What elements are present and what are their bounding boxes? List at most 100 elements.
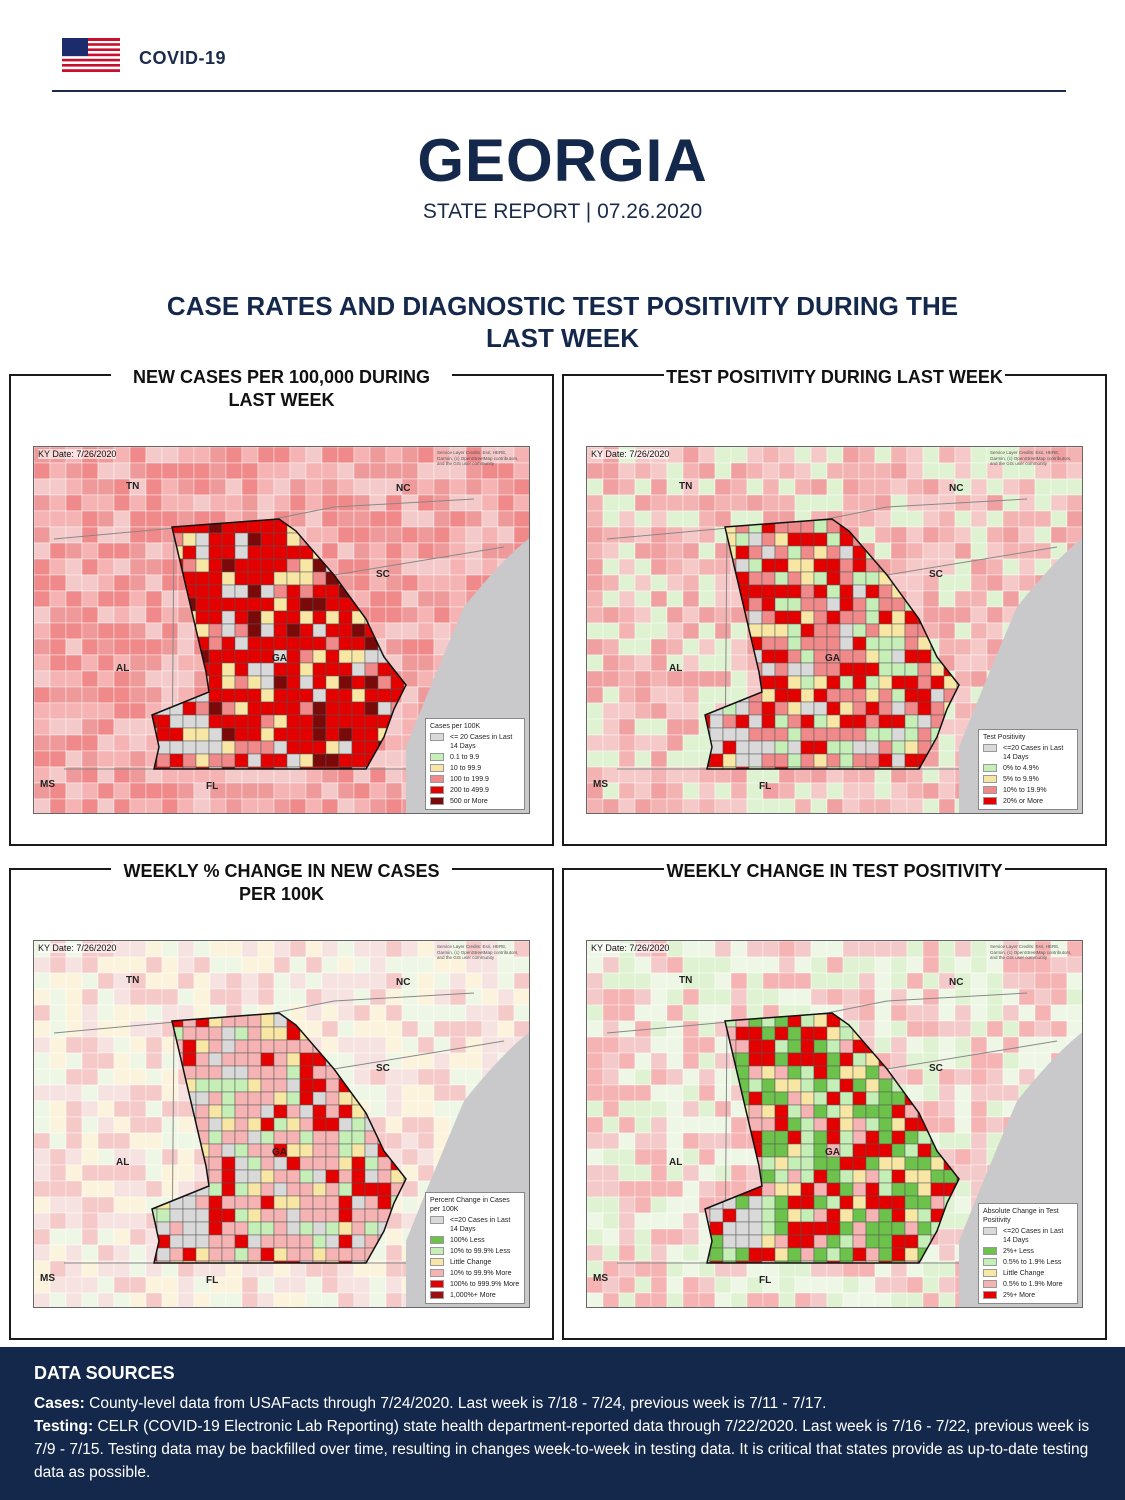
legend-item: 100% to 999.9% More (430, 1280, 520, 1289)
legend-label: <=20 Cases in Last 14 Days (1003, 745, 1064, 761)
brand-label: COVID-19 (139, 48, 227, 68)
state-label-fl: FL (206, 1275, 219, 1286)
legend-swatch (430, 1269, 444, 1277)
map-credit: Service Layer Credits: Esri, HERE, Garmi… (437, 450, 519, 466)
legend-item: Little Change (430, 1258, 520, 1267)
state-label-tn: TN (126, 481, 140, 492)
legend-title: Absolute Change in Test Positivity (983, 1208, 1059, 1224)
report-header: COVID-19 (52, 28, 1066, 92)
legend-item: <=20 Cases in Last 14 Days (983, 1227, 1073, 1245)
legend-label: <=20 Cases in Last 14 Days (1003, 1228, 1064, 1244)
legend-label: 10% to 99.9% More (450, 1270, 512, 1277)
legend-item: 0% to 4.9% (983, 764, 1073, 773)
map-panel-cases: NEW CASES PER 100,000 DURING LAST WEEK K… (9, 366, 554, 846)
legend-swatch (430, 1258, 444, 1266)
panel-title: WEEKLY CHANGE IN TEST POSITIVITY (664, 860, 1005, 883)
panel-title: NEW CASES PER 100,000 DURING LAST WEEK (111, 366, 452, 412)
legend-title: Percent Change in Cases per 100K (430, 1197, 510, 1213)
legend-item: 5% to 9.9% (983, 775, 1073, 784)
legend-label: 20% or More (1003, 798, 1044, 805)
legend-swatch (983, 775, 997, 783)
map-panel-case-change: WEEKLY % CHANGE IN NEW CASES PER 100K KY… (9, 860, 554, 1340)
legend-label: 500 or More (450, 798, 488, 805)
legend-swatch (430, 733, 444, 741)
legend-label: 0.5% to 1.9% More (1003, 1281, 1063, 1288)
state-label-nc: NC (396, 483, 411, 494)
map-date: KY Date: 7/26/2020 (591, 449, 670, 459)
legend-label: 5% to 9.9% (1003, 776, 1039, 783)
georgia-outline (151, 518, 407, 770)
state-label-ms: MS (593, 779, 608, 790)
testing-source: Testing: CELR (COVID-19 Electronic Lab R… (34, 1415, 1091, 1484)
legend-label: 200 to 499.9 (450, 787, 489, 794)
page-subtitle: STATE REPORT | 07.26.2020 (422, 200, 703, 223)
state-label-al: AL (116, 1157, 130, 1168)
page-title: GEORGIA (417, 127, 708, 194)
legend-swatch (430, 1280, 444, 1288)
legend-label: 100 to 199.9 (450, 776, 489, 783)
georgia-counties (705, 1013, 959, 1263)
legend-swatch (430, 1291, 444, 1299)
legend-label: 100% Less (450, 1237, 485, 1244)
legend-item: 10% to 99.9% More (430, 1269, 520, 1278)
map-cases: KY Date: 7/26/2020 Service Layer Credits:… (33, 446, 530, 814)
state-label-fl: FL (759, 1275, 772, 1286)
map-date: KY Date: 7/26/2020 (591, 943, 670, 953)
state-label-tn: TN (679, 481, 693, 492)
legend-swatch (983, 1258, 997, 1266)
state-label-nc: NC (396, 977, 411, 988)
state-label-al: AL (669, 663, 683, 674)
legend-item: <=20 Cases in Last 14 Days (983, 744, 1073, 762)
map-positivity-change: KY Date: 7/26/2020 Service Layer Credits:… (586, 940, 1083, 1308)
legend-swatch (430, 1247, 444, 1255)
legend-item: 10 to 99.9 (430, 764, 520, 773)
state-label-sc: SC (929, 569, 943, 580)
state-label-nc: NC (949, 483, 964, 494)
state-label-sc: SC (376, 1063, 390, 1074)
legend-swatch (430, 753, 444, 761)
legend-item: 10% to 19.9% (983, 786, 1073, 795)
map-legend: Test Positivity <=20 Cases in Last 14 Day… (978, 729, 1078, 810)
state-label-sc: SC (376, 569, 390, 580)
legend-item: 100 to 199.9 (430, 775, 520, 784)
data-sources-footer: DATA SOURCES Cases: County-level data fr… (0, 1347, 1125, 1500)
map-date: KY Date: 7/26/2020 (38, 449, 117, 459)
map-legend: Percent Change in Cases per 100K <=20 Cas… (425, 1192, 525, 1304)
legend-label: 0.1 to 9.9 (450, 754, 480, 761)
legend-swatch (430, 797, 444, 805)
legend-title: Cases per 100K (430, 723, 481, 730)
legend-title: Test Positivity (983, 734, 1026, 741)
legend-swatch (430, 764, 444, 772)
panel-title: TEST POSITIVITY DURING LAST WEEK (664, 366, 1005, 389)
panel-title: WEEKLY % CHANGE IN NEW CASES PER 100K (111, 860, 452, 906)
legend-swatch (983, 764, 997, 772)
state-label-nc: NC (949, 977, 964, 988)
legend-swatch (983, 797, 997, 805)
map-case-change: KY Date: 7/26/2020 Service Layer Credits:… (33, 940, 530, 1308)
legend-item: 500 or More (430, 797, 520, 806)
cases-text: County-level data from USAFacts through … (89, 1395, 827, 1412)
state-label-tn: TN (126, 975, 140, 986)
state-label-fl: FL (759, 781, 772, 792)
legend-label: 0% to 4.9% (1003, 765, 1039, 772)
legend-swatch (983, 1247, 997, 1255)
section-title: CASE RATES AND DIAGNOSTIC TEST POSITIVIT… (166, 291, 959, 353)
state-label-ga: GA (825, 1147, 840, 1158)
georgia-outline (151, 1012, 407, 1264)
legend-swatch (983, 1280, 997, 1288)
legend-label: <=20 Cases in Last 14 Days (450, 1217, 511, 1233)
legend-label: 100% to 999.9% More (450, 1281, 520, 1288)
testing-label: Testing: (34, 1418, 94, 1435)
legend-swatch (430, 1236, 444, 1244)
legend-item: 200 to 499.9 (430, 786, 520, 795)
georgia-outline (704, 518, 960, 770)
state-label-ms: MS (40, 779, 55, 790)
legend-swatch (430, 786, 444, 794)
legend-label: <= 20 Cases in Last 14 Days (450, 734, 513, 750)
legend-label: 10% to 99.9% Less (450, 1248, 511, 1255)
legend-label: 10% to 19.9% (1003, 787, 1047, 794)
legend-swatch (983, 1269, 997, 1277)
map-panel-positivity: TEST POSITIVITY DURING LAST WEEK KY Date… (562, 366, 1107, 846)
legend-swatch (983, 744, 997, 752)
us-flag-icon (62, 38, 120, 72)
